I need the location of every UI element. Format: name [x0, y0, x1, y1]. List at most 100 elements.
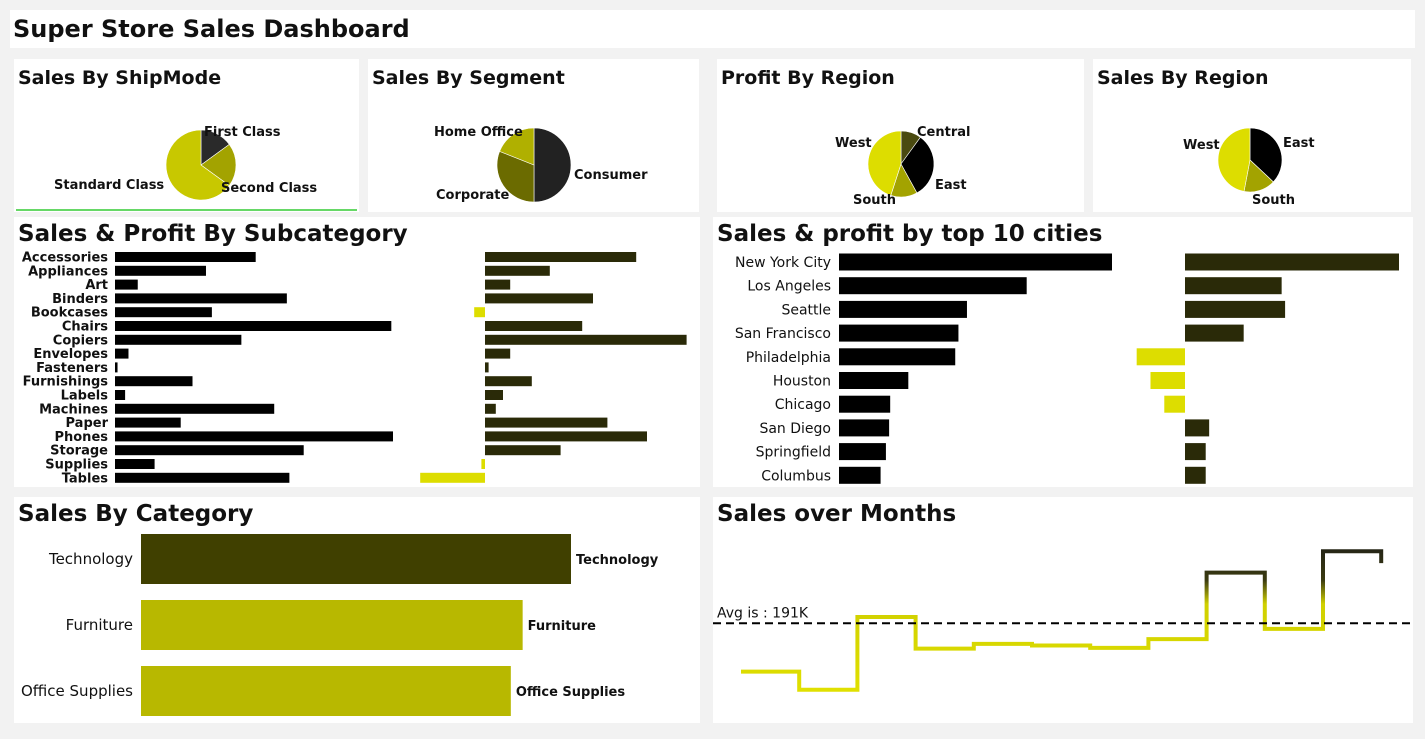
profit-bar-supplies — [481, 459, 485, 469]
panel-cities: Sales & profit by top 10 cities New York… — [713, 217, 1413, 487]
city-sales-bar-columbus — [839, 466, 881, 484]
pie-label-standard-class: Standard Class — [54, 178, 164, 193]
sales-bar-phones — [115, 431, 393, 442]
category-bar-office-supplies — [141, 666, 511, 716]
profit-bar-machines — [485, 403, 496, 414]
sales-bar-supplies — [115, 459, 155, 469]
subcategory-label-binders: Binders — [52, 292, 108, 307]
bar-chart-cities: New York City Los Angeles Seattle San Franc… — [735, 253, 1399, 484]
pie-slice-east — [900, 136, 935, 194]
subcategory-label-envelopes: Envelopes — [33, 347, 108, 362]
months-title: Sales over Months — [717, 501, 957, 527]
city-label-san-diego: San Diego — [759, 421, 831, 437]
pie-slice-second-class — [200, 144, 237, 186]
city-sales-bar-chicago — [839, 395, 891, 413]
city-label-philadelphia: Philadelphia — [746, 350, 831, 366]
pie-slice-corporate — [496, 150, 535, 203]
profit-region-title: Profit By Region — [721, 67, 895, 89]
panel-segment: Sales By Segment Consumer Corporate Home O… — [368, 59, 699, 212]
subcategory-label-art: Art — [85, 278, 108, 293]
panel-profit-region: Profit By Region Central East South West — [717, 59, 1084, 212]
category-title: Sales By Category — [18, 501, 254, 527]
sales-bar-paper — [115, 417, 181, 428]
pie-label-west: West — [1183, 138, 1220, 153]
subcategory-label-copiers: Copiers — [53, 333, 108, 348]
panel-shipmode: Sales By ShipMode First Class Second Clas… — [14, 59, 359, 212]
profit-bar-storage — [485, 445, 561, 456]
pie-chart-shipmode: First Class Second Class Standard Class — [16, 125, 357, 211]
subcategory-label-appliances: Appliances — [28, 264, 108, 279]
panel-sales-region: Sales By Region East South West — [1093, 59, 1411, 212]
category-label-office-supplies: Office Supplies — [21, 682, 133, 700]
city-profit-bar-columbus — [1185, 466, 1206, 484]
subcategory-title: Sales & Profit By Subcategory — [18, 221, 408, 247]
city-sales-bar-seattle — [839, 300, 967, 318]
sales-bar-art — [115, 279, 138, 290]
pie-chart-profit-region: Central East South West — [835, 125, 970, 208]
city-profit-bar-houston — [1150, 372, 1185, 389]
pie-slice-standard-class — [165, 129, 230, 201]
pie-slice-west — [1217, 127, 1251, 192]
sales-bar-binders — [115, 293, 287, 304]
profit-bar-fasteners — [485, 362, 489, 373]
profit-bar-paper — [485, 417, 608, 428]
profit-bar-labels — [485, 390, 503, 400]
city-label-new-york-city: New York City — [735, 255, 831, 271]
profit-bar-copiers — [485, 334, 687, 345]
sales-step-line — [741, 549, 1384, 692]
city-profit-bar-san-francisco — [1185, 324, 1244, 342]
city-label-seattle: Seattle — [781, 302, 831, 318]
cities-title: Sales & profit by top 10 cities — [717, 221, 1103, 247]
city-label-chicago: Chicago — [775, 397, 831, 413]
pie-label-south: South — [853, 193, 896, 208]
pie-label-east: East — [935, 178, 967, 193]
city-sales-bar-los-angeles — [839, 277, 1027, 295]
pie-slice-east — [1249, 127, 1283, 183]
city-profit-bar-springfield — [1185, 443, 1206, 461]
pie-slice-consumer — [533, 127, 572, 203]
city-sales-bar-philadelphia — [839, 348, 956, 366]
average-label: Avg is : 191K — [717, 605, 809, 621]
profit-bar-binders — [485, 293, 593, 304]
profit-bar-art — [485, 279, 511, 290]
line-chart-months: Avg is : 191K — [713, 549, 1413, 692]
profit-bar-chairs — [485, 321, 583, 331]
subcategory-label-chairs: Chairs — [62, 320, 108, 335]
subcategory-label-fasteners: Fasteners — [36, 361, 108, 376]
pie-slice-west — [867, 130, 902, 196]
pie-label-consumer: Consumer — [574, 168, 648, 183]
category-label-furniture: Furniture — [66, 616, 133, 634]
sales-bar-copiers — [115, 334, 242, 345]
subcategory-label-paper: Paper — [66, 416, 109, 431]
subcategory-label-tables: Tables — [62, 471, 109, 486]
profit-bar-furnishings — [485, 376, 532, 387]
segment-title: Sales By Segment — [372, 67, 565, 89]
sales-bar-fasteners — [115, 362, 118, 373]
sales-bar-tables — [115, 472, 290, 483]
city-label-columbus: Columbus — [761, 468, 831, 484]
city-label-los-angeles: Los Angeles — [747, 279, 831, 295]
category-bar-label-technology: Technology — [576, 553, 659, 568]
city-label-houston: Houston — [773, 374, 831, 390]
subcategory-label-phones: Phones — [54, 430, 108, 445]
subcategory-label-storage: Storage — [50, 444, 108, 459]
category-label-technology: Technology — [48, 550, 133, 568]
subcategory-label-supplies: Supplies — [45, 458, 108, 473]
city-profit-bar-new-york-city — [1185, 253, 1399, 271]
city-sales-bar-new-york-city — [839, 253, 1112, 271]
subcategory-label-machines: Machines — [39, 402, 108, 417]
category-bar-label-furniture: Furniture — [528, 619, 596, 634]
city-label-springfield: Springfield — [756, 445, 831, 461]
profit-bar-envelopes — [485, 348, 511, 359]
panel-months: Sales over Months Avg is : 191K — [713, 497, 1413, 723]
pie-label-east: East — [1283, 136, 1315, 151]
panel-category: Sales By Category Technology Technology Fu… — [14, 497, 700, 723]
pie-chart-sales-region: East South West — [1183, 127, 1315, 208]
panel-subcategory: Sales & Profit By Subcategory Accessorie… — [14, 217, 700, 487]
bar-chart-category: Technology Technology Furniture Furniture Of… — [21, 534, 659, 716]
sales-bar-accessories — [115, 252, 256, 262]
sales-bar-bookcases — [115, 307, 212, 318]
city-sales-bar-san-diego — [839, 419, 890, 437]
subcategory-label-labels: Labels — [61, 389, 109, 404]
category-bar-technology — [141, 534, 571, 584]
